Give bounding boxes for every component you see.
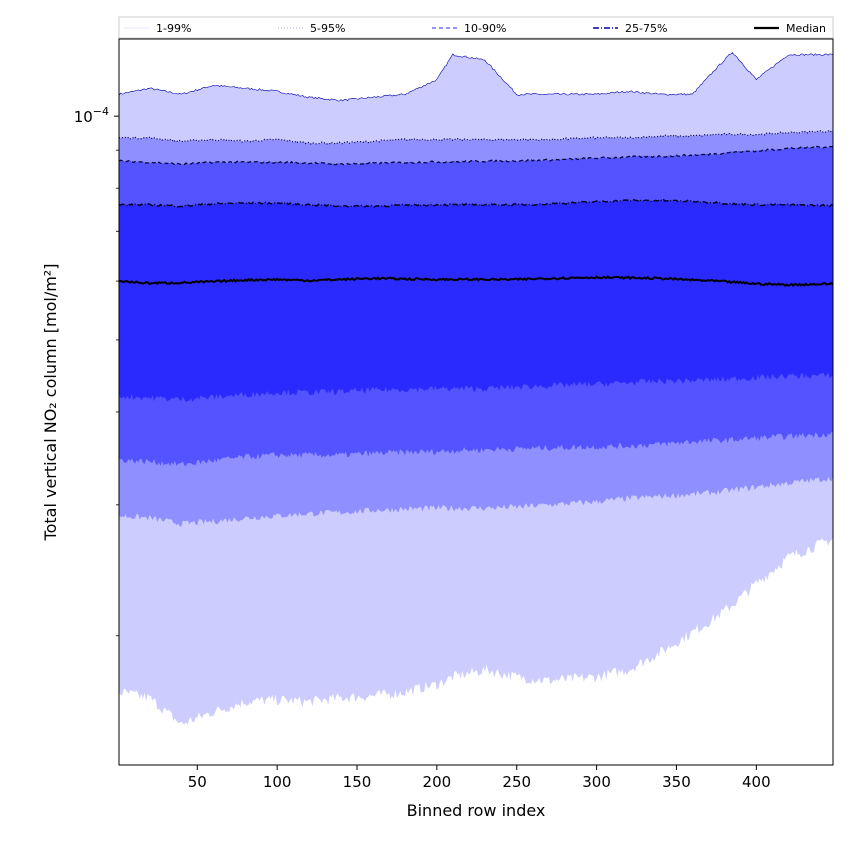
legend-label: 5-95% [310, 22, 345, 35]
x-tick-label: 400 [742, 773, 771, 791]
legend-label: 10-90% [464, 22, 506, 35]
x-axis-label: Binned row index [407, 801, 546, 820]
x-tick-label: 100 [263, 773, 292, 791]
band-edge-lines [118, 52, 834, 208]
legend-label: 25-75% [625, 22, 667, 35]
x-axis: 50 100 150 200 250 300 350 400 [188, 765, 771, 791]
median-series [118, 275, 834, 288]
legend-label: 1-99% [156, 22, 191, 35]
percentile-bands [119, 52, 833, 725]
x-tick-label: 50 [188, 773, 207, 791]
y-tick-label: 10−4 [74, 105, 109, 126]
band-upper-edge-1-99pct [118, 52, 834, 102]
band-25-75pct [119, 199, 833, 402]
band-upper-edge-5-95pct [118, 129, 834, 145]
legend-label: Median [786, 22, 826, 35]
band-upper-edge-10-90pct [118, 145, 834, 166]
legend-box [118, 16, 834, 39]
y-axis-label: Total vertical NO₂ column [mol/m²] [41, 264, 60, 542]
x-tick-label: 350 [662, 773, 691, 791]
y-axis: 10−4 [74, 105, 119, 637]
x-tick-label: 200 [423, 773, 452, 791]
median-line [118, 275, 834, 288]
x-tick-label: 300 [582, 773, 611, 791]
legend: 1-99% 5-95% 10-90% 25-75% Median [118, 16, 834, 39]
plot-frame [118, 38, 834, 766]
band-upper-edge-25-75pct [118, 198, 834, 208]
x-tick-label: 250 [502, 773, 531, 791]
x-tick-label: 150 [343, 773, 372, 791]
